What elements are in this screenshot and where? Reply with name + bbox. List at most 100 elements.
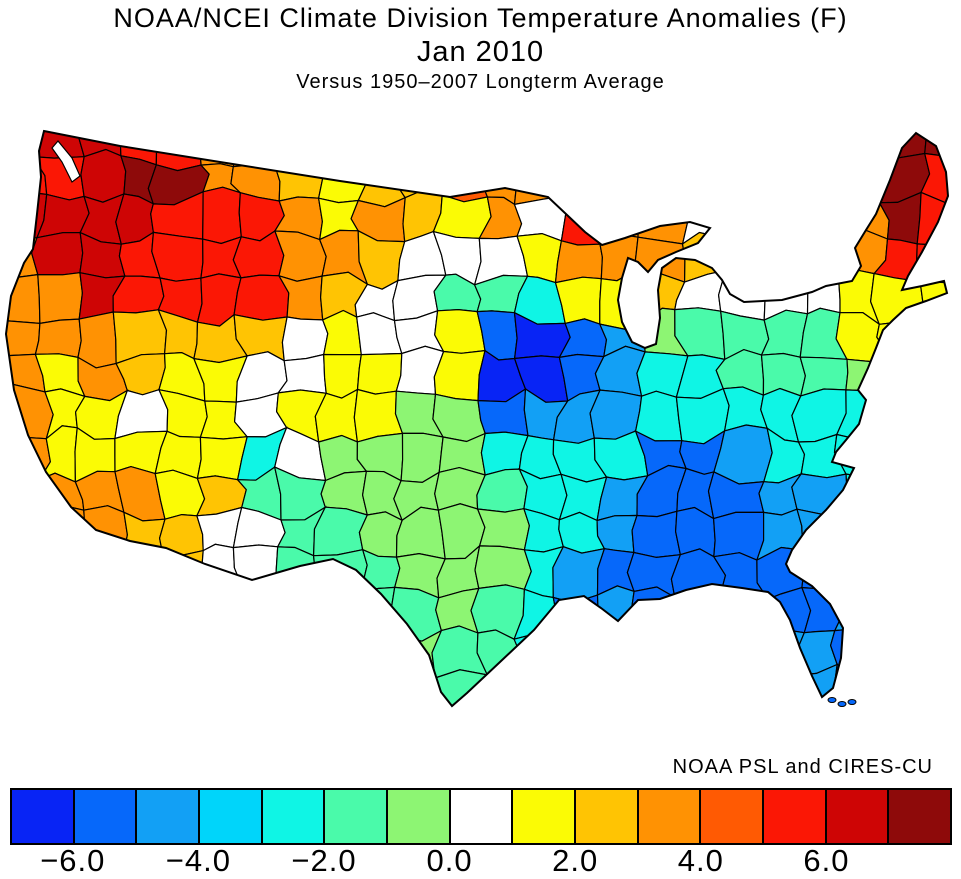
- climate-division-cell: [561, 663, 602, 706]
- climate-division-cell: [272, 621, 321, 679]
- climate-division-cell: [6, 628, 41, 674]
- climate-division-cell: [560, 190, 601, 246]
- climate-division-cell: [513, 631, 565, 679]
- colorbar-tick: −4.0: [165, 843, 231, 878]
- climate-division-cell: [156, 584, 198, 641]
- climate-division-cell: [6, 704, 47, 706]
- climate-division-cell: [434, 131, 491, 165]
- climate-division-cell: [232, 131, 276, 168]
- climate-division-cell: [41, 504, 86, 554]
- climate-division-cell: [6, 585, 41, 640]
- climate-division-cell: [114, 663, 167, 706]
- climate-division-cell: [433, 349, 486, 402]
- climate-division-cell: [716, 585, 769, 640]
- climate-division-cell: [233, 708, 284, 770]
- colorbar-tick: 0.0: [426, 843, 473, 878]
- climate-division-cell: [715, 231, 761, 275]
- climate-division-cell: [80, 148, 127, 203]
- climate-division-cell: [552, 631, 598, 676]
- climate-division-cell: [357, 586, 400, 642]
- colorbar: [10, 788, 952, 845]
- climate-division-cell: [599, 270, 649, 330]
- climate-division-cell: [919, 272, 948, 324]
- climate-division-cell: [309, 588, 368, 632]
- climate-division-cell: [836, 131, 876, 166]
- colorbar-segment: [260, 790, 324, 843]
- climate-division-cell: [312, 131, 369, 159]
- climate-division-cell: [640, 157, 692, 200]
- climate-division-cell: [74, 131, 122, 158]
- climate-division-cell: [274, 708, 327, 777]
- climate-division-cell: [634, 390, 683, 442]
- climate-division-cell: [116, 131, 158, 166]
- climate-division-cell: [195, 131, 244, 168]
- climate-division-cell: [202, 667, 246, 706]
- climate-division-cell: [72, 549, 129, 596]
- florida-keys-dot: [837, 701, 847, 707]
- climate-division-cell: [193, 626, 246, 680]
- climate-division-cell: [30, 231, 84, 276]
- colorbar-segment: [824, 790, 888, 843]
- climate-division-cell: [552, 159, 601, 200]
- climate-division-cell: [914, 588, 948, 636]
- colorbar-tick: 2.0: [552, 843, 599, 878]
- climate-division-cell: [594, 585, 636, 642]
- climate-division-cell: [677, 131, 729, 168]
- climate-division-cell: [6, 547, 45, 595]
- climate-division-cell: [834, 513, 887, 555]
- climate-division-cell: [874, 588, 926, 642]
- climate-division-cell: [755, 200, 802, 244]
- climate-division-cell: [6, 470, 45, 516]
- chart-subtitle: Jan 2010: [416, 36, 545, 68]
- climate-division-cell: [916, 429, 948, 474]
- colorbar-tick: −2.0: [291, 843, 357, 878]
- climate-division-cell: [280, 587, 317, 627]
- colorbar-segment: [135, 790, 199, 843]
- climate-division-cell: [597, 697, 649, 706]
- climate-division-cell: [158, 513, 204, 557]
- climate-division-cell: [513, 701, 569, 706]
- climate-division-cell: [515, 673, 569, 706]
- climate-division-cell: [232, 544, 282, 598]
- climate-division-cell: [33, 546, 76, 598]
- climate-division-cell: [914, 547, 948, 600]
- climate-division-cell: [202, 186, 242, 245]
- climate-division-cell: [757, 238, 810, 284]
- climate-division-cell: [674, 585, 724, 641]
- climate-division-cell: [880, 633, 930, 675]
- climate-division-cell: [202, 705, 238, 706]
- climate-division-cell: [320, 708, 361, 774]
- climate-division-cell: [6, 131, 35, 160]
- climate-division-cell: [113, 628, 166, 679]
- climate-division-cell: [832, 663, 885, 706]
- climate-division-cell: [554, 240, 604, 284]
- climate-division-cell: [876, 468, 921, 518]
- climate-division-cell: [874, 510, 928, 555]
- colorbar-tick: −6.0: [40, 843, 106, 878]
- colorbar-tick: 4.0: [677, 843, 724, 878]
- colorbar-segment: [12, 790, 73, 843]
- climate-division-cell: [73, 589, 121, 641]
- climate-division-cell: [552, 545, 606, 604]
- climate-division-cell: [392, 669, 441, 706]
- climate-division-cell: [877, 353, 929, 403]
- climate-division-cell: [752, 157, 802, 209]
- climate-division-cell: [759, 667, 808, 706]
- colorbar-segment: [636, 790, 700, 843]
- climate-division-cell: [553, 700, 607, 706]
- colorbar-segment: [323, 790, 387, 843]
- climate-division-cell: [874, 394, 929, 440]
- chart-caption: Versus 1950–2007 Longterm Average: [296, 71, 665, 93]
- climate-division-cell: [71, 627, 117, 679]
- colorbar-segment: [574, 790, 637, 843]
- climate-division-cell: [715, 204, 761, 241]
- climate-division-cell: [397, 711, 440, 771]
- climate-division-cell: [155, 709, 204, 770]
- climate-division-cell: [682, 158, 729, 207]
- climate-division-cell: [434, 308, 486, 354]
- climate-division-cell: [361, 131, 403, 161]
- climate-division-cell: [594, 158, 649, 200]
- climate-division-cell: [319, 670, 358, 706]
- climate-division-cell: [272, 666, 324, 706]
